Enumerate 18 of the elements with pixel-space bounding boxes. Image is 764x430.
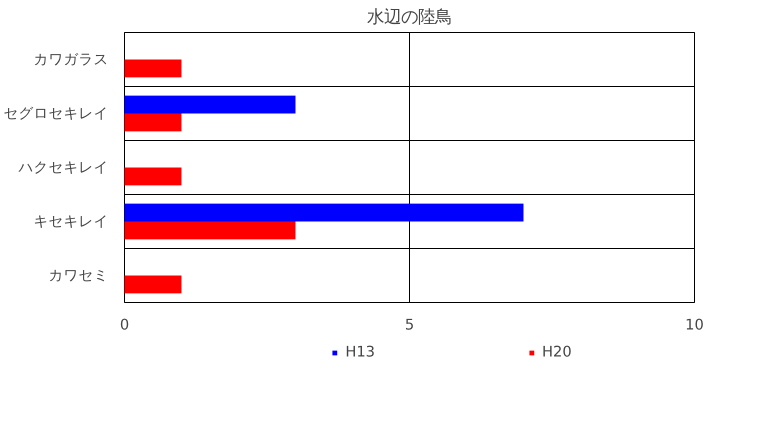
- y-tick-label: キセキレイ: [34, 213, 108, 230]
- y-tick-label: カワセミ: [48, 267, 108, 284]
- bar: [124, 222, 296, 240]
- legend-label: H20: [542, 344, 572, 360]
- bar: [124, 96, 296, 114]
- bar: [124, 114, 182, 132]
- y-tick-label: カワガラス: [34, 51, 108, 68]
- y-tick-label: ハクセキレイ: [18, 159, 108, 176]
- x-tick-label: 10: [685, 316, 704, 334]
- x-tick-label: 5: [404, 316, 414, 334]
- bar: [124, 276, 182, 294]
- y-tick-label: セグロセキレイ: [4, 105, 108, 122]
- bar: [124, 60, 182, 78]
- bar: [124, 168, 182, 186]
- legend-label: H13: [345, 344, 375, 360]
- x-tick-label: 0: [120, 316, 130, 334]
- chart-title: 水辺の陸鳥: [367, 8, 452, 28]
- bar: [124, 204, 524, 222]
